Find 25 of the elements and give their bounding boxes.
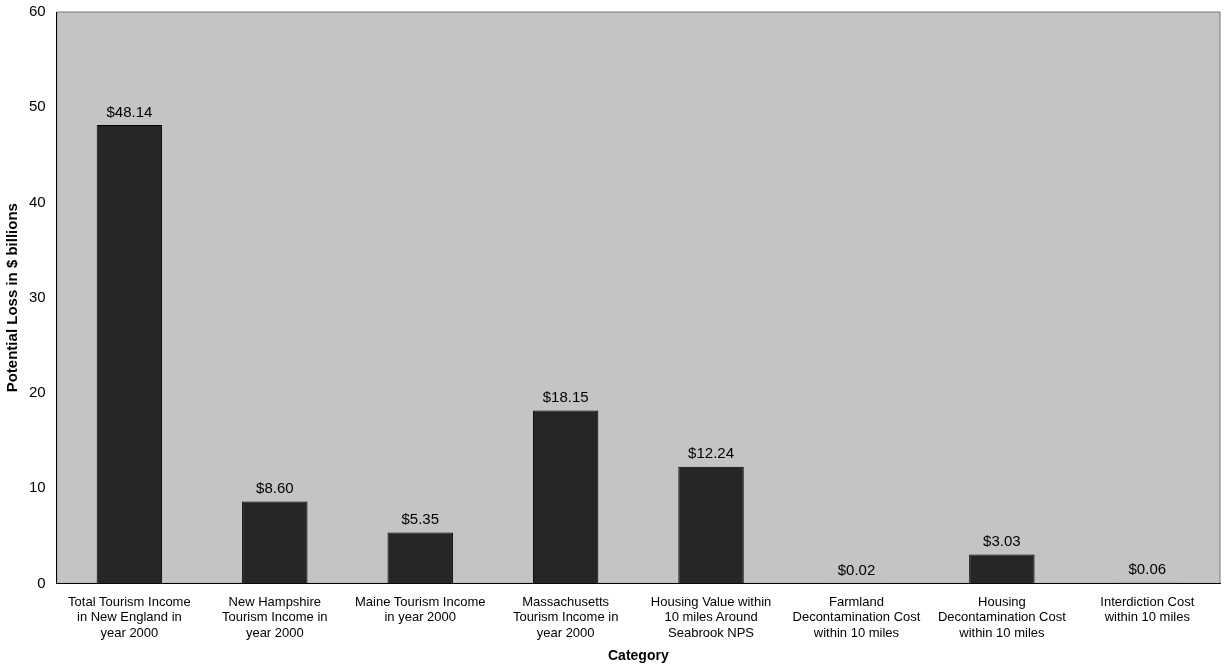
- data-label: $48.14: [106, 102, 153, 120]
- x-tick-label: New Hampshire Tourism Income in year 2000: [222, 593, 328, 640]
- y-tick-label: 60: [29, 2, 46, 20]
- x-tick-label: Total Tourism Income in New England in year 2000: [68, 593, 191, 640]
- x-tick-label: Farmland Decontamination Cost within 10 miles: [792, 593, 921, 640]
- y-tick-label: 0: [37, 573, 46, 591]
- y-tick-label: 30: [29, 287, 46, 305]
- y-tick-label: 10: [29, 478, 46, 496]
- x-tick-label: Housing Value within 10 miles Around Seabrook NPS: [650, 593, 772, 640]
- y-tick-label: 20: [29, 383, 46, 401]
- data-label: $8.60: [256, 479, 294, 497]
- y-tick-label: 40: [29, 192, 46, 210]
- x-tick-label: Massachusetts Tourism Income in year 2000: [512, 593, 619, 640]
- data-label: $18.15: [542, 388, 589, 406]
- data-label: $5.35: [401, 510, 439, 528]
- data-label: $3.03: [983, 532, 1021, 550]
- y-axis-title: Potential Loss in $ billions: [3, 203, 21, 393]
- x-tick-label: Maine Tourism Income in year 2000: [354, 593, 486, 625]
- data-label: $0.06: [1128, 560, 1167, 578]
- data-label: $0.02: [837, 560, 876, 578]
- y-tick-label: 50: [29, 97, 46, 115]
- x-tick-label: Housing Decontamination Cost within 10 miles: [937, 593, 1067, 640]
- x-tick-label: Interdiction Cost within 10 miles: [1100, 593, 1195, 625]
- x-axis-title: Category: [608, 647, 669, 664]
- data-label: $12.24: [688, 444, 734, 462]
